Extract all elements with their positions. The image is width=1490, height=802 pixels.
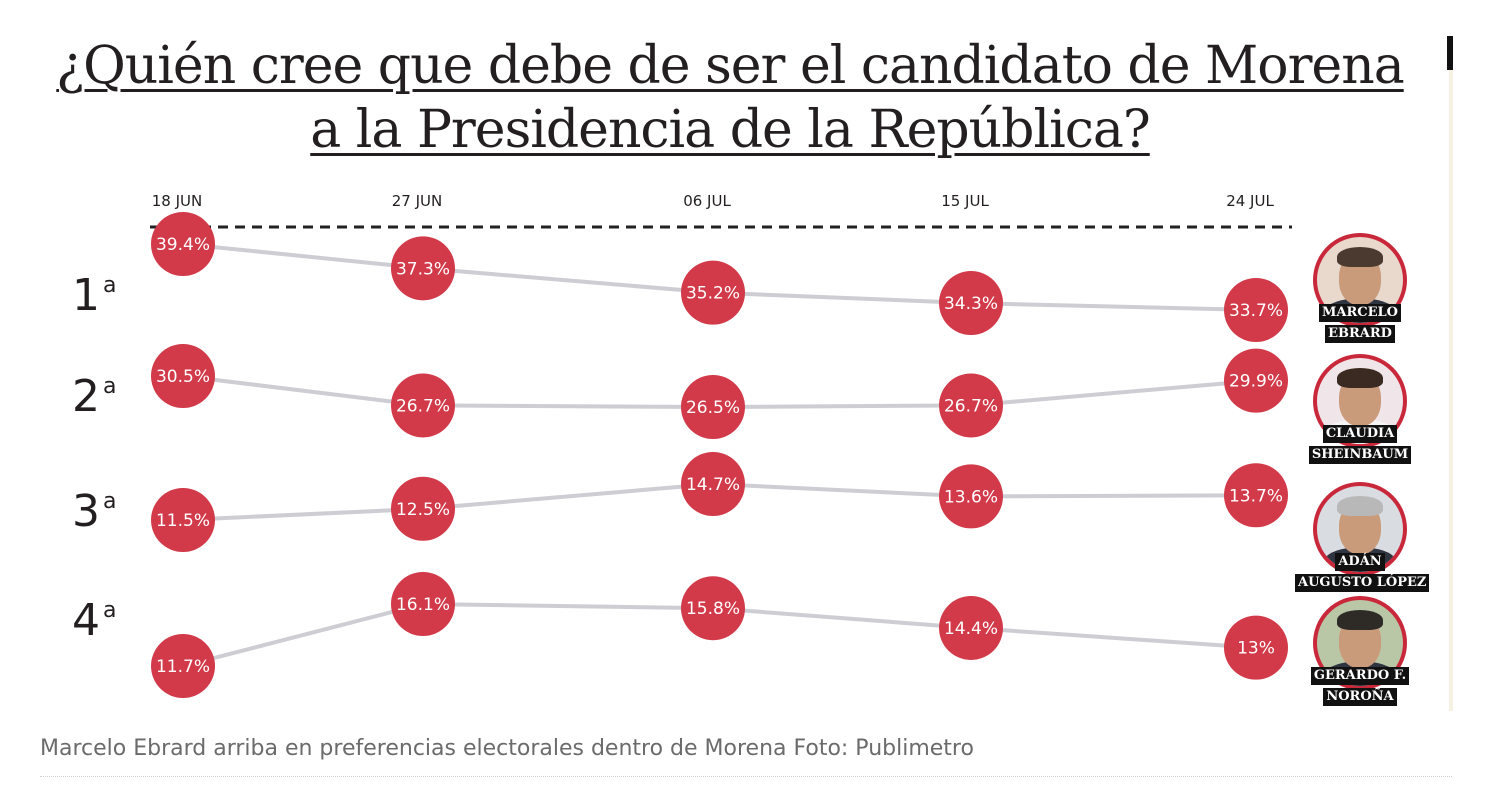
data-label: 29.9% xyxy=(1229,372,1283,392)
data-point xyxy=(151,344,215,408)
photo-caption: Marcelo Ebrard arriba en preferencias el… xyxy=(40,736,974,761)
data-point xyxy=(1224,615,1288,680)
data-label: 35.2% xyxy=(686,284,740,304)
caption-divider xyxy=(40,776,1452,777)
data-point xyxy=(151,212,215,276)
data-label: 16.1% xyxy=(396,595,450,615)
candidate-name-line-1: CLAUDIA xyxy=(1322,425,1398,443)
data-point xyxy=(939,595,1003,660)
data-point xyxy=(681,576,745,641)
page-edge-rule xyxy=(1449,36,1453,711)
data-label: 33.7% xyxy=(1229,301,1283,321)
candidate-badge-ebrard: MARCELO EBRARD xyxy=(1295,233,1425,343)
chart-title-line-2: a la Presidencia de la República? xyxy=(310,100,1150,160)
data-label: 13% xyxy=(1237,639,1275,659)
data-label: 14.7% xyxy=(686,475,740,495)
rank-chart: 18 JUN 27 JUN 06 JUL 15 JUL 24 JUL 1 a 2 a 3 a 4 a 39… xyxy=(72,192,1292,698)
data-label: 26.7% xyxy=(944,396,998,416)
data-label: 12.5% xyxy=(396,500,450,520)
data-point xyxy=(151,634,215,698)
data-point xyxy=(1224,348,1288,413)
data-point xyxy=(939,373,1003,438)
candidate-badge-adan-augusto: ADÁN AUGUSTO LÓPEZ xyxy=(1295,482,1430,592)
candidate-name-line-2: SHEINBAUM xyxy=(1308,446,1412,464)
data-point xyxy=(391,236,455,301)
data-point xyxy=(1224,463,1288,528)
candidate-badge-sheinbaum: CLAUDIA SHEINBAUM xyxy=(1295,354,1425,464)
data-label: 26.7% xyxy=(396,396,450,416)
data-label: 13.6% xyxy=(944,487,998,507)
data-label: 11.5% xyxy=(156,511,210,531)
data-point xyxy=(681,260,745,325)
infographic: ¿Quién cree que debe de ser el candidato… xyxy=(40,34,1453,711)
candidate-name-line-2: AUGUSTO LÓPEZ xyxy=(1295,574,1430,592)
candidate-name-line-1: ADÁN xyxy=(1335,553,1385,571)
candidate-name-line-2: NOROÑA xyxy=(1323,688,1397,706)
data-label: 15.8% xyxy=(686,599,740,619)
data-label: 39.4% xyxy=(156,235,210,255)
x-tick-label: 15 JUL xyxy=(941,192,989,210)
data-point xyxy=(681,452,745,516)
x-tick-label: 24 JUL xyxy=(1226,192,1274,210)
data-point xyxy=(151,488,215,552)
data-label: 13.7% xyxy=(1229,486,1283,506)
chart-title-line-1: ¿Quién cree que debe de ser el candidato… xyxy=(56,36,1404,96)
candidate-name-line-1: MARCELO xyxy=(1318,304,1401,322)
data-point xyxy=(391,373,455,438)
data-point xyxy=(391,476,455,541)
data-label: 11.7% xyxy=(156,657,210,677)
x-tick-label: 18 JUN xyxy=(152,192,202,210)
data-label: 30.5% xyxy=(156,367,210,387)
data-point xyxy=(681,375,745,439)
candidate-badge-norona: GERARDO F. NOROÑA xyxy=(1295,596,1425,706)
data-point xyxy=(939,271,1003,336)
data-label: 26.5% xyxy=(686,398,740,418)
data-point xyxy=(1224,278,1288,342)
page-edge-mark xyxy=(1447,36,1453,70)
candidate-name-line-1: GERARDO F. xyxy=(1310,667,1410,685)
chart-title: ¿Quién cree que debe de ser el candidato… xyxy=(40,34,1420,162)
candidate-name-line-2: EBRARD xyxy=(1325,325,1395,343)
data-label: 14.4% xyxy=(944,619,998,639)
x-tick-label: 27 JUN xyxy=(392,192,442,210)
data-point xyxy=(391,572,455,636)
data-label: 37.3% xyxy=(396,259,450,279)
data-label: 34.3% xyxy=(944,294,998,314)
x-tick-label: 06 JUL xyxy=(683,192,731,210)
data-point xyxy=(939,464,1003,529)
